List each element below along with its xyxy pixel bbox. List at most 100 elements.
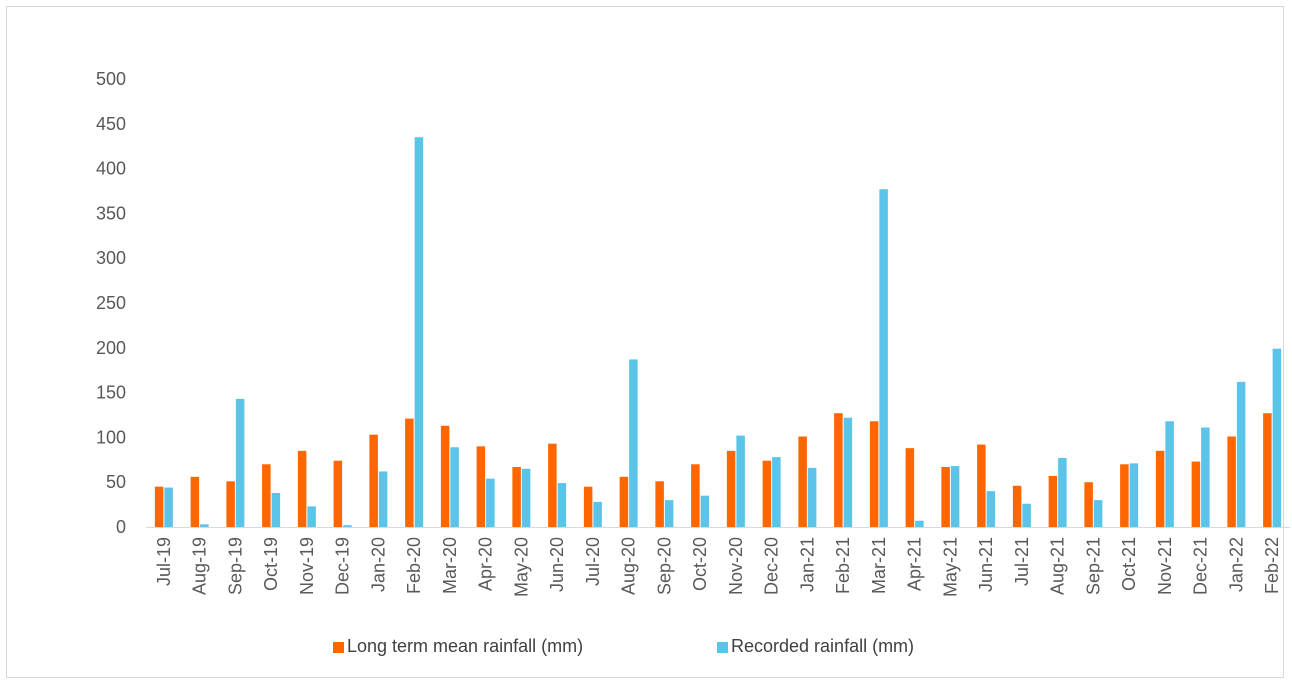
bar-long-term-mean xyxy=(1155,450,1165,527)
x-tick-label: Feb-20 xyxy=(404,537,424,594)
bar-long-term-mean xyxy=(262,464,271,527)
bar-recorded xyxy=(1022,503,1031,527)
bar-long-term-mean xyxy=(691,464,700,527)
bar-recorded xyxy=(450,447,459,527)
x-tick-label: Jul-21 xyxy=(1012,537,1032,586)
bar-recorded xyxy=(629,359,638,527)
bar-long-term-mean xyxy=(512,466,521,527)
x-tick-label: Sep-20 xyxy=(654,537,674,595)
bar-recorded xyxy=(1165,421,1174,527)
bar-recorded xyxy=(1093,500,1103,527)
bar-long-term-mean xyxy=(369,434,378,527)
bar-recorded xyxy=(807,467,817,527)
x-tick-label: Nov-21 xyxy=(1155,537,1175,595)
bar-recorded xyxy=(879,189,888,527)
bar-recorded xyxy=(1272,348,1282,527)
x-tick-label: Jan-20 xyxy=(368,537,388,592)
bar-recorded xyxy=(772,457,781,527)
bar-recorded xyxy=(343,525,352,527)
bar-recorded xyxy=(1058,458,1067,527)
y-tick-label: 100 xyxy=(96,427,126,447)
bar-long-term-mean xyxy=(548,443,557,527)
bar-long-term-mean xyxy=(226,481,235,527)
bar-long-term-mean xyxy=(869,421,879,527)
bar-long-term-mean xyxy=(1263,413,1272,527)
x-tick-label: Aug-19 xyxy=(190,537,210,595)
bar-recorded xyxy=(950,466,960,527)
bar-long-term-mean xyxy=(1012,485,1022,527)
bar-long-term-mean xyxy=(1227,436,1236,527)
legend-label: Long term mean rainfall (mm) xyxy=(347,636,583,656)
bar-long-term-mean xyxy=(154,486,164,527)
bar-recorded xyxy=(700,495,710,527)
legend-label: Recorded rainfall (mm) xyxy=(731,636,914,656)
y-tick-label: 450 xyxy=(96,114,126,134)
x-tick-label: Mar-20 xyxy=(440,537,460,594)
bar-recorded xyxy=(915,520,924,527)
bar-recorded xyxy=(521,468,531,527)
bar-long-term-mean xyxy=(1191,461,1201,527)
x-tick-label: Mar-21 xyxy=(869,537,889,594)
y-tick-label: 200 xyxy=(96,338,126,358)
bar-long-term-mean xyxy=(1048,475,1058,527)
bar-recorded xyxy=(1201,427,1210,527)
bar-long-term-mean xyxy=(905,448,915,527)
bar-recorded xyxy=(378,471,388,527)
bar-long-term-mean xyxy=(1120,464,1129,527)
x-tick-label: May-20 xyxy=(511,537,531,597)
bar-long-term-mean xyxy=(440,425,450,527)
bar-recorded xyxy=(1236,381,1246,527)
x-tick-label: Oct-19 xyxy=(261,537,281,591)
y-tick-label: 350 xyxy=(96,203,126,223)
y-tick-label: 0 xyxy=(116,517,126,537)
x-tick-label: Sep-19 xyxy=(225,537,245,595)
x-tick-label: Dec-21 xyxy=(1191,537,1211,595)
legend-swatch xyxy=(717,642,728,653)
x-tick-label: Dec-19 xyxy=(333,537,353,595)
bar-recorded xyxy=(271,492,281,527)
x-tick-label: Feb-22 xyxy=(1262,537,1282,594)
y-tick-label: 150 xyxy=(96,383,126,403)
y-tick-label: 500 xyxy=(96,69,126,89)
y-tick-label: 300 xyxy=(96,248,126,268)
x-tick-label: Oct-20 xyxy=(690,537,710,591)
bar-recorded xyxy=(1129,463,1139,527)
bar-recorded xyxy=(235,398,245,527)
x-tick-label: Sep-21 xyxy=(1083,537,1103,595)
bar-recorded xyxy=(557,483,567,527)
bar-recorded xyxy=(843,417,853,527)
bar-long-term-mean xyxy=(1084,482,1093,527)
x-tick-label: Aug-21 xyxy=(1048,537,1068,595)
y-tick-label: 400 xyxy=(96,159,126,179)
legend-swatch xyxy=(333,642,344,653)
bar-long-term-mean xyxy=(941,466,950,527)
x-tick-label: Jan-22 xyxy=(1226,537,1246,592)
chart-frame xyxy=(6,6,1284,678)
bar-recorded xyxy=(986,491,996,527)
x-tick-label: Apr-21 xyxy=(905,537,925,591)
bar-long-term-mean xyxy=(476,446,486,527)
x-tick-label: May-21 xyxy=(940,537,960,597)
bar-recorded xyxy=(664,500,674,527)
bar-long-term-mean xyxy=(834,413,843,527)
y-tick-label: 250 xyxy=(96,293,126,313)
bar-recorded xyxy=(307,506,316,527)
bar-long-term-mean xyxy=(405,418,414,527)
bar-recorded xyxy=(200,524,209,527)
bar-long-term-mean xyxy=(762,460,772,527)
bar-recorded xyxy=(164,487,173,527)
bar-long-term-mean xyxy=(333,460,343,527)
bar-long-term-mean xyxy=(619,476,629,527)
bar-recorded xyxy=(414,137,424,528)
x-tick-label: Dec-20 xyxy=(762,537,782,595)
x-tick-label: Aug-20 xyxy=(619,537,639,595)
bar-long-term-mean xyxy=(655,481,664,527)
x-tick-label: Jun-21 xyxy=(976,537,996,592)
x-tick-label: Apr-20 xyxy=(476,537,496,591)
bar-long-term-mean xyxy=(297,450,307,527)
x-tick-label: Jul-20 xyxy=(583,537,603,586)
bar-long-term-mean xyxy=(798,436,807,527)
bar-long-term-mean xyxy=(190,476,200,527)
x-tick-label: Nov-20 xyxy=(726,537,746,595)
